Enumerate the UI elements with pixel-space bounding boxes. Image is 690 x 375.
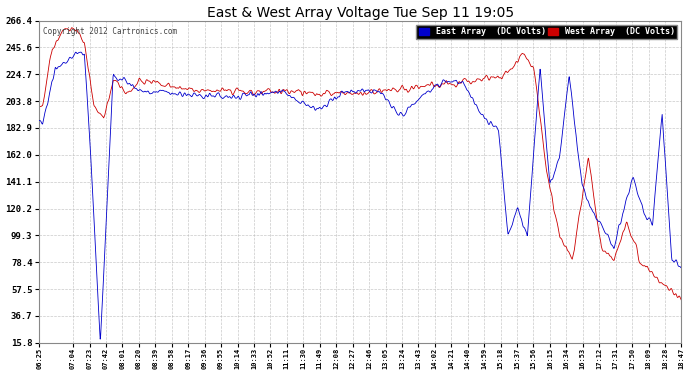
Legend: East Array  (DC Volts), West Array  (DC Volts): East Array (DC Volts), West Array (DC Vo…	[417, 25, 678, 39]
Text: Copyright 2012 Cartronics.com: Copyright 2012 Cartronics.com	[43, 27, 177, 36]
Title: East & West Array Voltage Tue Sep 11 19:05: East & West Array Voltage Tue Sep 11 19:…	[207, 6, 514, 20]
